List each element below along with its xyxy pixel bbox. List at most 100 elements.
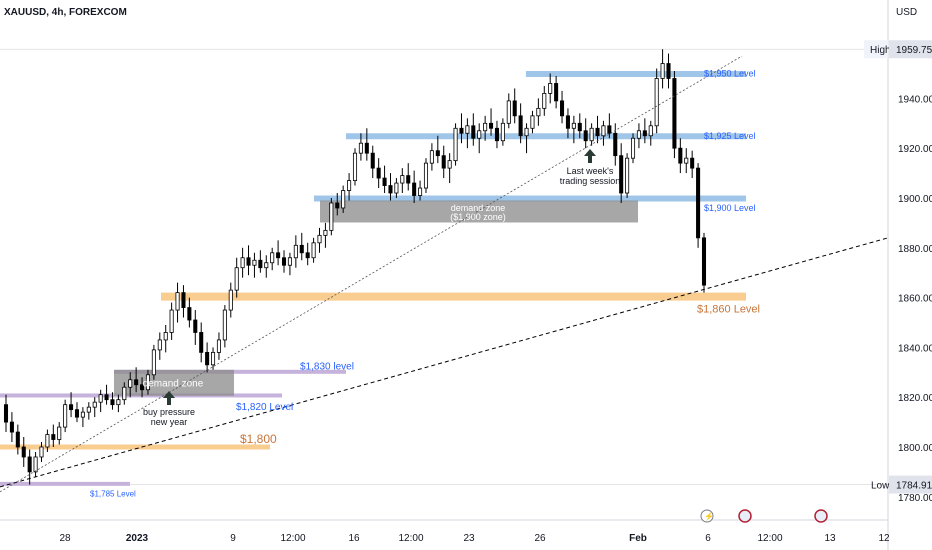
candle[interactable] bbox=[80, 411, 85, 418]
candle[interactable] bbox=[554, 83, 559, 102]
candle[interactable] bbox=[589, 127, 594, 142]
candle[interactable] bbox=[216, 339, 221, 353]
candle[interactable] bbox=[548, 83, 553, 94]
candle[interactable] bbox=[145, 374, 150, 391]
candle[interactable] bbox=[258, 259, 263, 269]
candle[interactable] bbox=[636, 130, 641, 139]
candle[interactable] bbox=[69, 404, 74, 411]
candle[interactable] bbox=[140, 384, 145, 391]
us-flag-icon[interactable] bbox=[738, 509, 752, 523]
candle[interactable] bbox=[9, 421, 14, 433]
candle[interactable] bbox=[110, 399, 115, 406]
candle[interactable] bbox=[264, 262, 269, 269]
candle[interactable] bbox=[500, 122, 505, 142]
candle[interactable] bbox=[388, 185, 393, 194]
candle[interactable] bbox=[483, 122, 488, 132]
candle[interactable] bbox=[577, 122, 582, 132]
candle[interactable] bbox=[270, 252, 275, 264]
candle[interactable] bbox=[453, 127, 458, 162]
candle[interactable] bbox=[423, 162, 429, 189]
candle[interactable] bbox=[57, 426, 62, 440]
candle[interactable] bbox=[335, 202, 340, 209]
candle[interactable] bbox=[370, 152, 375, 169]
candle[interactable] bbox=[299, 244, 304, 254]
us-flag-icon[interactable] bbox=[814, 509, 828, 523]
candle[interactable] bbox=[211, 351, 216, 366]
candle[interactable] bbox=[690, 157, 695, 169]
candle[interactable] bbox=[701, 237, 707, 286]
candle[interactable] bbox=[317, 234, 322, 244]
candle[interactable] bbox=[92, 401, 97, 408]
candle[interactable] bbox=[471, 125, 476, 139]
candle[interactable] bbox=[74, 409, 80, 418]
candle[interactable] bbox=[305, 252, 310, 259]
candle[interactable] bbox=[512, 100, 517, 117]
candle[interactable] bbox=[630, 137, 636, 159]
candle[interactable] bbox=[489, 122, 494, 129]
candle[interactable] bbox=[435, 150, 440, 157]
candle[interactable] bbox=[607, 125, 612, 134]
candle[interactable] bbox=[465, 125, 470, 134]
candle[interactable] bbox=[181, 292, 186, 308]
candle[interactable] bbox=[447, 160, 452, 169]
candle[interactable] bbox=[441, 155, 446, 169]
candle[interactable] bbox=[116, 399, 121, 406]
candle[interactable] bbox=[660, 63, 665, 79]
candle[interactable] bbox=[39, 446, 44, 458]
candle[interactable] bbox=[678, 147, 683, 164]
candle[interactable] bbox=[494, 127, 499, 142]
candle[interactable] bbox=[684, 157, 689, 164]
candle[interactable] bbox=[506, 100, 511, 124]
candle[interactable] bbox=[518, 115, 523, 137]
candle[interactable] bbox=[15, 431, 20, 448]
candle[interactable] bbox=[642, 130, 647, 137]
candle[interactable] bbox=[412, 182, 417, 196]
candle[interactable] bbox=[560, 100, 565, 117]
candle[interactable] bbox=[163, 332, 168, 341]
candle[interactable] bbox=[672, 78, 677, 149]
candle[interactable] bbox=[601, 125, 606, 137]
candle[interactable] bbox=[477, 130, 482, 139]
candle[interactable] bbox=[63, 404, 68, 428]
candle[interactable] bbox=[394, 182, 399, 194]
candle[interactable] bbox=[382, 177, 387, 186]
candle[interactable] bbox=[406, 175, 411, 184]
candle[interactable] bbox=[3, 404, 9, 423]
candle[interactable] bbox=[222, 309, 227, 341]
candle[interactable] bbox=[376, 167, 381, 179]
candle[interactable] bbox=[175, 292, 180, 311]
candle[interactable] bbox=[666, 63, 671, 79]
candle[interactable] bbox=[157, 339, 162, 351]
candle[interactable] bbox=[276, 252, 281, 259]
candle[interactable] bbox=[459, 127, 464, 134]
candle[interactable] bbox=[341, 190, 346, 209]
candle[interactable] bbox=[530, 115, 535, 129]
candle[interactable] bbox=[347, 180, 352, 191]
candle[interactable] bbox=[625, 157, 630, 194]
candle[interactable] bbox=[565, 115, 570, 129]
candle[interactable] bbox=[583, 130, 588, 142]
candle[interactable] bbox=[193, 319, 198, 333]
candle[interactable] bbox=[542, 93, 547, 109]
candle[interactable] bbox=[571, 122, 576, 129]
candle[interactable] bbox=[358, 142, 363, 154]
candle[interactable] bbox=[252, 259, 257, 266]
candle[interactable] bbox=[619, 155, 624, 194]
lightning-icon[interactable] bbox=[700, 509, 714, 523]
candle[interactable] bbox=[418, 187, 423, 196]
candle[interactable] bbox=[287, 257, 292, 266]
candle[interactable] bbox=[187, 307, 192, 321]
candle[interactable] bbox=[86, 406, 91, 413]
candle[interactable] bbox=[429, 150, 434, 164]
candle[interactable] bbox=[329, 202, 334, 231]
candle[interactable] bbox=[21, 446, 26, 458]
candle[interactable] bbox=[205, 351, 210, 366]
candle[interactable] bbox=[613, 132, 618, 157]
candle[interactable] bbox=[169, 309, 174, 333]
candle[interactable] bbox=[128, 379, 133, 388]
candle[interactable] bbox=[654, 78, 659, 127]
candle[interactable] bbox=[364, 142, 369, 154]
candle[interactable] bbox=[323, 229, 328, 236]
